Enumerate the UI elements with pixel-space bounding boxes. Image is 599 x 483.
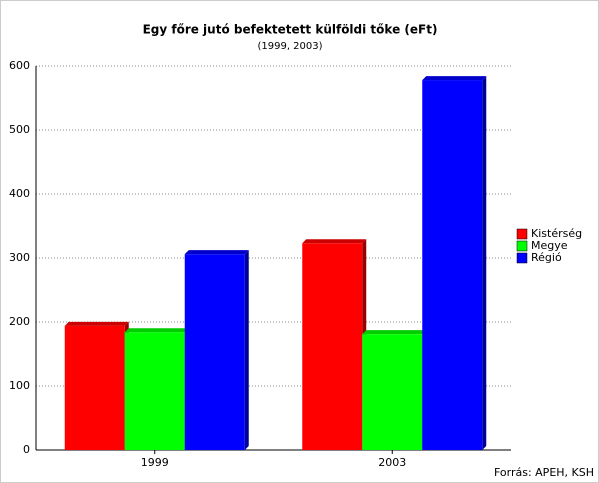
y-tick-label: 300	[9, 251, 30, 264]
legend-label: Megye	[531, 239, 568, 252]
bar-side	[244, 250, 249, 450]
bar	[64, 325, 125, 450]
bar-top	[184, 250, 249, 255]
legend-swatch	[516, 228, 528, 240]
bar	[362, 334, 423, 450]
legend-label: Régió	[531, 251, 562, 264]
bar	[184, 254, 245, 450]
chart-title: Egy főre jutó befektetett külföldi tőke …	[143, 23, 438, 37]
y-tick-label: 0	[23, 443, 30, 456]
x-tick-label: 2003	[378, 456, 406, 469]
bar-side	[482, 76, 487, 450]
y-tick-label: 100	[9, 379, 30, 392]
y-tick-label: 200	[9, 315, 30, 328]
legend-label: Kistérség	[531, 227, 582, 240]
x-tick-label: 1999	[141, 456, 169, 469]
bar	[124, 332, 185, 450]
bar	[302, 243, 363, 450]
bar-top	[124, 328, 189, 333]
bar-top	[64, 321, 129, 326]
chart-subtitle: (1999, 2003)	[257, 41, 322, 52]
legend-swatch	[516, 252, 528, 264]
bar-top	[422, 76, 487, 81]
y-tick-label: 500	[9, 123, 30, 136]
y-tick-label: 400	[9, 187, 30, 200]
bar-top	[362, 330, 427, 335]
legend-swatch	[516, 240, 528, 252]
y-tick-label: 600	[9, 59, 30, 72]
bar	[422, 80, 483, 450]
source: Forrás: APEH, KSH	[494, 466, 594, 479]
bar-top	[302, 239, 367, 244]
